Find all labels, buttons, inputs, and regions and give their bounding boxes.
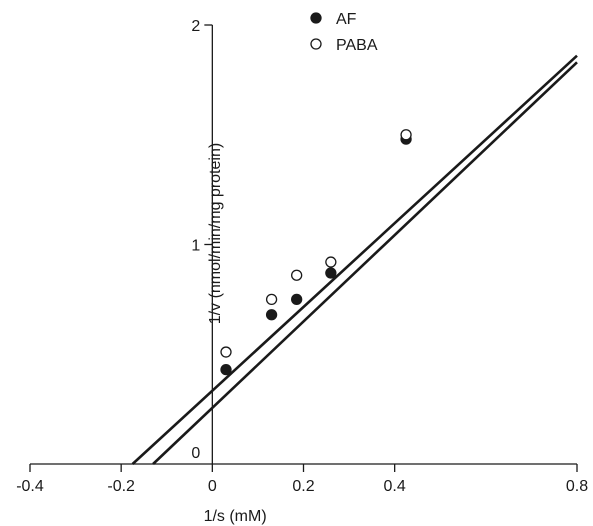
data-point-af	[291, 293, 303, 306]
x-tick-label: -0.2	[107, 478, 135, 495]
legend: AF PABA	[310, 11, 378, 54]
data-point-af	[220, 363, 232, 376]
data-point-af	[265, 309, 278, 321]
y-tick-label: 0	[191, 445, 200, 462]
x-tick-label: 0.4	[384, 478, 406, 495]
data-point-af	[325, 267, 337, 279]
legend-marker-paba	[310, 38, 322, 50]
y-axis-label: 1/v (nmol/min/mg protein)	[207, 143, 224, 324]
fit-lines	[131, 54, 578, 465]
x-tick-label: 0.2	[292, 478, 314, 495]
x-axis-label: 1/s (mM)	[204, 508, 267, 525]
x-tick-label: 0.8	[566, 478, 588, 495]
fit-line-paba	[131, 54, 578, 465]
x-tick-label: 0	[208, 478, 217, 495]
axis-ticks: -0.4 -0.2 0 0.2 0.4 0.8 0 1 2	[16, 18, 588, 495]
legend-label-af: AF	[336, 11, 357, 28]
data-points	[220, 129, 412, 376]
data-point-paba	[265, 293, 278, 306]
axes	[30, 25, 577, 465]
legend-marker-af	[310, 12, 322, 24]
fit-line-af	[152, 61, 578, 465]
data-point-paba	[291, 269, 303, 281]
data-point-paba	[220, 346, 232, 358]
y-tick-label: 1	[191, 238, 200, 255]
data-point-paba	[325, 256, 337, 268]
x-tick-label: -0.4	[16, 478, 44, 495]
data-point-paba	[400, 129, 412, 141]
y-tick-label: 2	[191, 18, 200, 35]
legend-label-paba: PABA	[336, 37, 378, 54]
